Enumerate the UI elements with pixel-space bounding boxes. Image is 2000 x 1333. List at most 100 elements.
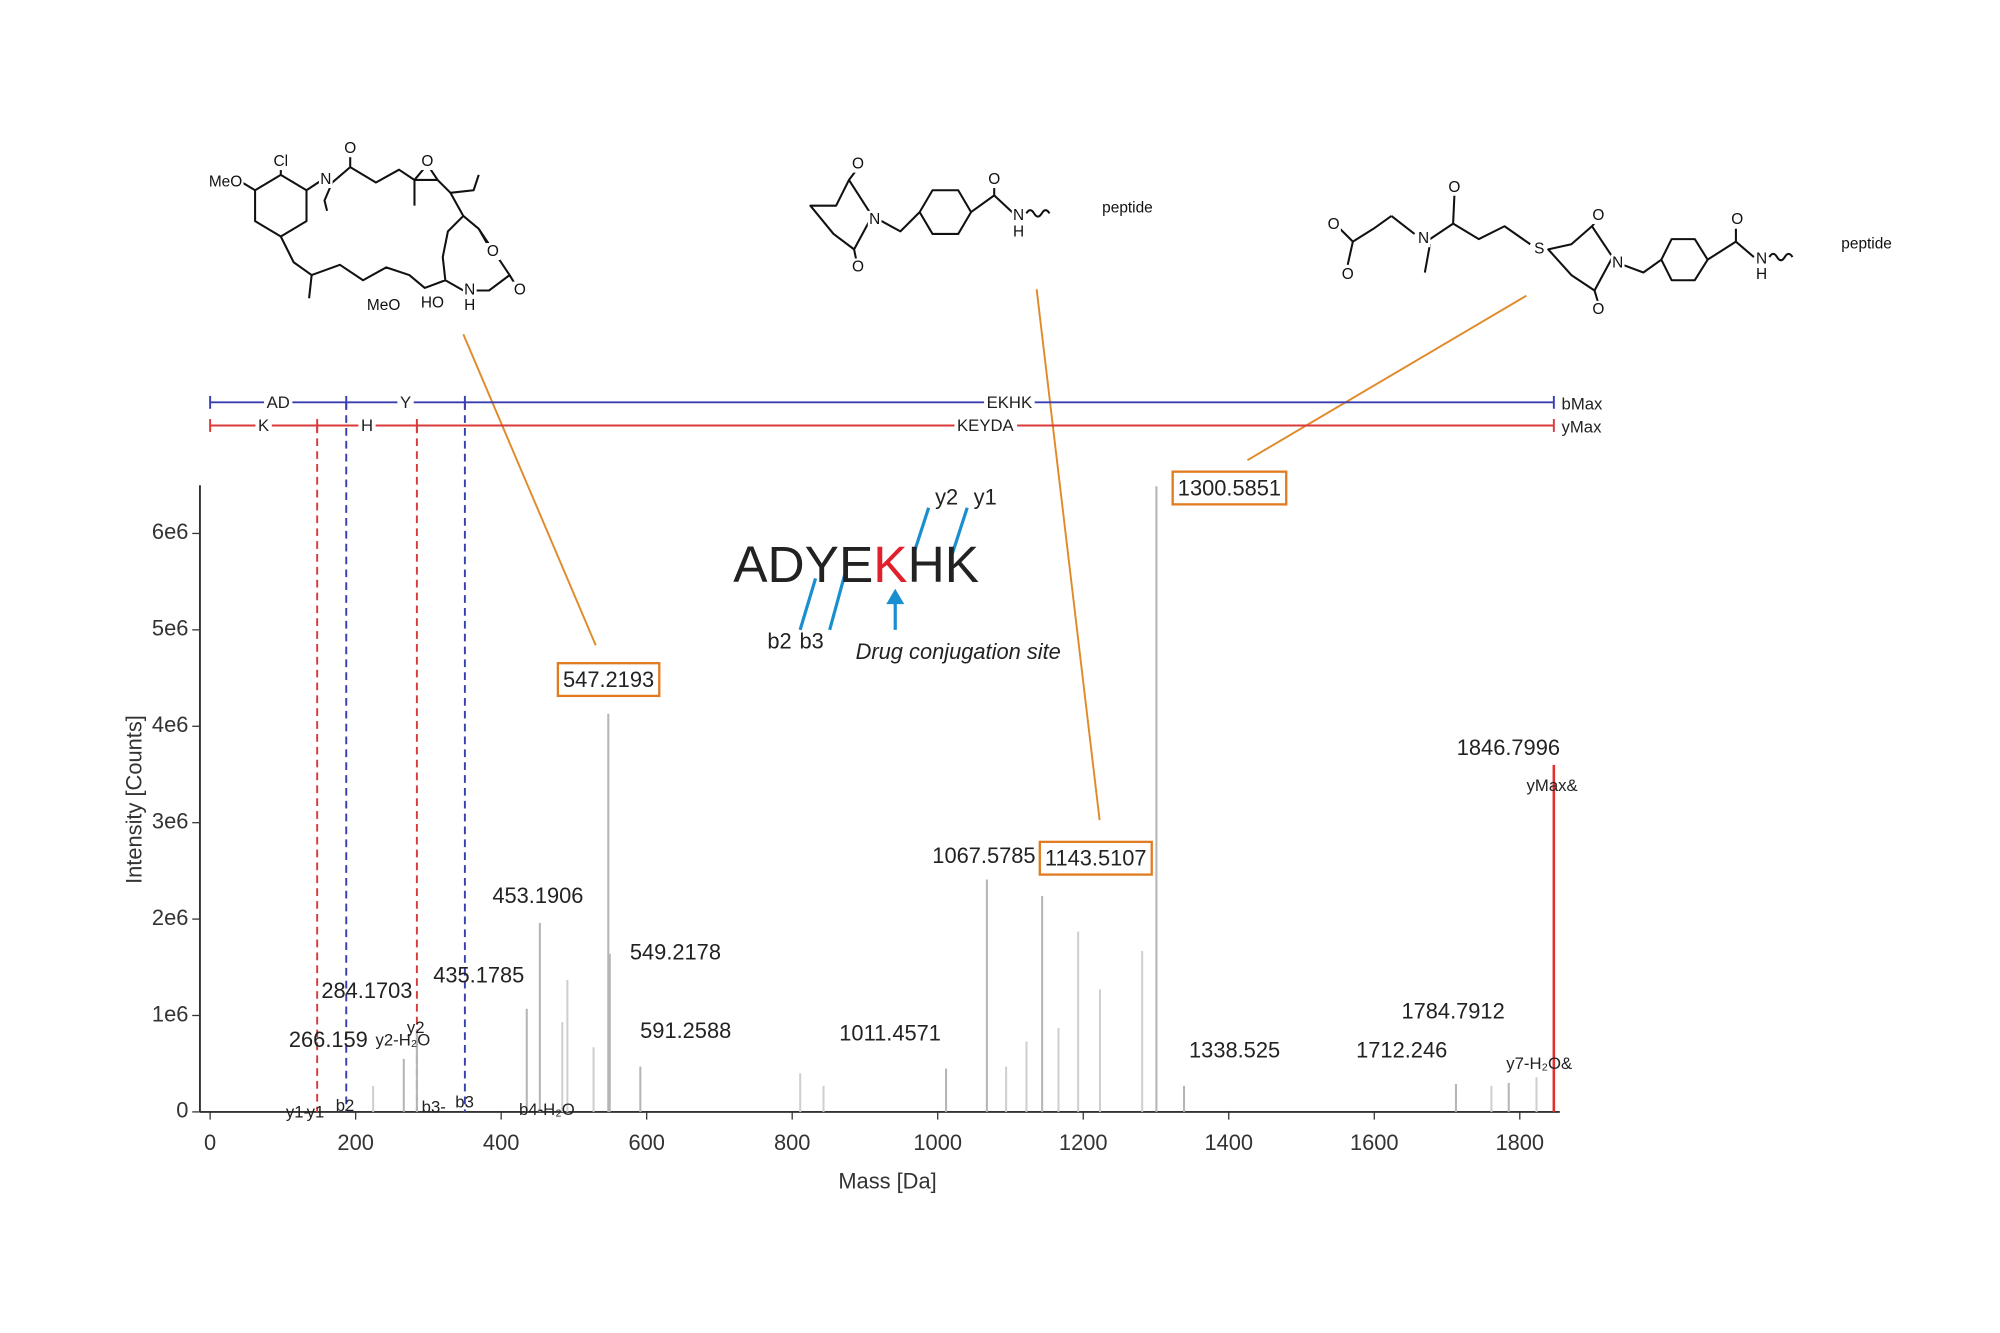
atom-label: O: [1448, 179, 1460, 196]
atom-label: N: [320, 171, 331, 188]
y-tick-label: 0: [176, 1098, 188, 1123]
atom-bg: [1532, 240, 1546, 258]
peak-label: 549.2178: [630, 940, 721, 965]
ladder-label-bg: [954, 416, 1018, 436]
peak-label: 547.2193: [563, 667, 654, 692]
y-tick-label: 2e6: [152, 905, 188, 930]
x-tick-label: 200: [337, 1130, 373, 1155]
wavy-bond: [1768, 252, 1794, 262]
atom-bg: [986, 171, 1002, 189]
connector: [1035, 289, 1101, 821]
atom-label: MeO: [209, 174, 242, 191]
atom-label: S: [1534, 240, 1544, 257]
atom-label: O: [344, 140, 356, 157]
fragment-label: y2: [935, 485, 958, 510]
structure-skeleton: [809, 169, 1015, 263]
ion-label: y7-H₂O&: [1506, 1054, 1572, 1073]
ion-label: b2: [336, 1096, 355, 1115]
ion-label: b3-: [422, 1097, 446, 1116]
peak-label: 1712.246: [1356, 1037, 1447, 1062]
atom-bg: [318, 171, 333, 189]
residue: D: [768, 535, 805, 593]
atom-bg: [1011, 207, 1026, 225]
ladder-label: EKHK: [987, 393, 1033, 412]
atom-bg: [512, 281, 528, 299]
atom-label: O: [514, 282, 526, 299]
ladder-end-label: bMax: [1562, 394, 1603, 413]
peak-label-box: [1171, 470, 1288, 506]
x-tick-label: 400: [483, 1130, 519, 1155]
x-tick-label: 1400: [1204, 1130, 1253, 1155]
fragment-label: b3: [800, 628, 824, 653]
atom-bg: [420, 153, 435, 171]
atom-label: O: [1592, 301, 1604, 318]
fragment-label: y1: [974, 485, 997, 510]
ion-label: y1: [307, 1103, 325, 1122]
peak-label: 1300.5851: [1178, 476, 1281, 501]
ladder-label: H: [361, 416, 373, 435]
atom-bg: [850, 258, 866, 276]
atom-label: O: [1342, 266, 1354, 283]
residue: A: [733, 535, 768, 593]
atom-label: MeO: [367, 297, 400, 314]
atom-label: N: [869, 211, 880, 228]
residue: K: [873, 535, 907, 593]
atom-label: O: [988, 171, 1000, 188]
site-arrow-head: [886, 588, 905, 605]
fragment-line: [798, 577, 818, 631]
ladder-label-bg: [984, 393, 1035, 413]
ladder-label-bg: [358, 416, 376, 436]
atom-label: N: [1013, 207, 1024, 224]
ion-label: y1-: [286, 1103, 309, 1122]
atom-label: peptide: [1102, 199, 1153, 216]
y-tick-label: 6e6: [152, 519, 188, 544]
residue: K: [945, 535, 979, 593]
atom-label: O: [852, 156, 864, 173]
site-label: Drug conjugation site: [856, 639, 1061, 664]
atom-bg: [462, 297, 477, 315]
peak-label: 1846.7996: [1457, 735, 1560, 760]
atom-bg: [1729, 210, 1745, 228]
ladder-label-bg: [397, 393, 414, 413]
ladder-end-label: yMax: [1562, 417, 1603, 436]
peak-label: 435.1785: [433, 963, 524, 988]
peptide-sequence: ADYEKHK: [733, 535, 979, 593]
atom-bg: [1591, 207, 1606, 225]
ladder-label: AD: [267, 393, 290, 412]
peak-label-box: [556, 662, 661, 698]
peak-tag: yMax&: [1527, 776, 1578, 795]
atom-bg: [485, 243, 501, 261]
y-tick-label: 3e6: [152, 808, 188, 833]
y-tick-label: 4e6: [152, 712, 188, 737]
atom-bg: [1754, 266, 1769, 284]
structure-skeleton: [241, 154, 519, 299]
atom-bg: [342, 140, 358, 158]
atom-bg: [462, 281, 477, 299]
residue: E: [839, 535, 873, 593]
atom-bg: [365, 297, 402, 315]
peak-label: 1143.5107: [1045, 846, 1147, 871]
atom-label: H: [1756, 266, 1767, 283]
atom-label: H: [464, 297, 475, 314]
atom-bg: [867, 210, 882, 228]
atom-label: N: [1612, 255, 1623, 272]
atom-bg: [1591, 300, 1606, 318]
atom-bg: [419, 294, 446, 312]
atom-label: N: [1756, 251, 1767, 268]
atom-bg: [1011, 223, 1026, 241]
atom-bg: [1416, 230, 1431, 248]
atom-bg: [207, 173, 244, 191]
atom-bg: [1340, 266, 1356, 284]
atom-bg: [272, 153, 290, 171]
atom-label: peptide: [1841, 235, 1892, 252]
ion-label: y2: [407, 1018, 425, 1037]
peak-label: 1784.7912: [1401, 999, 1504, 1024]
x-tick-label: 0: [204, 1130, 216, 1155]
peak-label-box: [1038, 840, 1153, 876]
peak-label: 284.1703: [321, 978, 412, 1003]
peak-label: 1338.525: [1189, 1037, 1280, 1062]
x-tick-label: 800: [774, 1130, 810, 1155]
x-tick-label: 1200: [1059, 1130, 1108, 1155]
atom-label: Cl: [274, 153, 289, 170]
atom-bg: [1754, 250, 1769, 268]
